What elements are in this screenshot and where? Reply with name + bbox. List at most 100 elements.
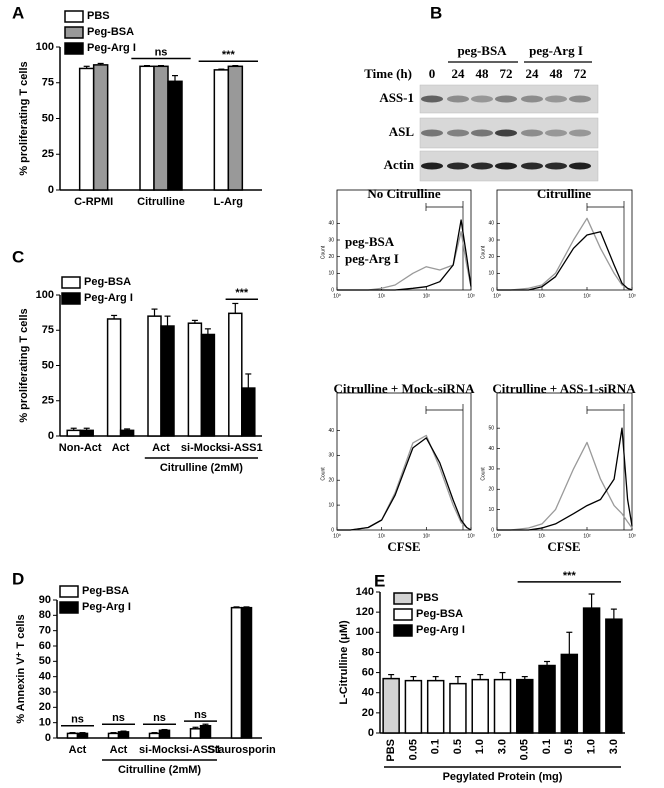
bar [199,724,212,739]
blot-band [471,129,493,137]
legend-swatch [393,608,413,621]
y-tick-label: 80 [39,609,51,621]
histogram-line [337,437,472,531]
bar [76,732,89,739]
x-tick-label: PBS [385,739,397,762]
gate-marker [586,201,625,290]
histogram-line [497,441,633,531]
y-tick-label: 0 [48,430,54,442]
y-tick-label: 40 [328,428,334,434]
x-tick-label: 0.05 [407,739,419,760]
y-tick-label: 50 [42,112,54,124]
bar [240,606,253,739]
histogram-line [337,219,472,291]
chart-title: No Citrulline [367,186,441,201]
blot-band [447,129,469,137]
legend-swatch [64,26,84,39]
lane-label: 48 [476,66,490,81]
y-axis-label: Count [320,245,326,259]
blot-band [495,162,517,170]
bar [153,65,169,191]
annotation: ns [112,712,125,724]
legend-label: PBS [87,10,110,22]
x-axis-label: Pegylated Protein (mg) [443,771,563,783]
legend-label: Peg-BSA [82,585,129,597]
x-tick-label: si-Mock [139,744,181,756]
y-tick-label: 20 [488,487,494,493]
histogram-line [497,217,633,291]
lane-label: 48 [550,66,564,81]
x-tick-label: 10⁰ [333,293,341,299]
x-tick-label: 1.0 [585,739,597,754]
bar [471,678,489,734]
blot-band [521,129,543,137]
x-tick-label: 0.5 [452,739,464,754]
x-tick-label: L-Arg [214,196,243,208]
x-tick-label: C-RPMI [74,196,113,208]
bar [449,682,467,734]
bar [404,679,423,734]
x-tick-label: 10³ [467,533,475,539]
x-tick-label: Act [152,442,170,454]
histogram-line [497,231,633,291]
bar [167,80,183,191]
x-tick-label: 3.0 [608,739,620,754]
x-tick-label: 10¹ [538,293,546,299]
y-tick-label: 50 [39,655,51,667]
bar [426,679,445,734]
bar [66,732,79,739]
y-tick-label: 0 [491,527,494,533]
y-tick-label: 50 [488,426,494,432]
annotation: ns [71,714,84,726]
x-tick-label: si-ASS1 [180,744,222,756]
blot-band [421,162,443,170]
bar [582,607,601,734]
group-label: peg-BSA [457,43,507,58]
legend-swatch [61,276,81,289]
y-tick-label: 10 [488,507,494,513]
group-label: peg-Arg I [529,43,583,58]
legend-label: Peg-Arg I [84,292,133,304]
y-tick-label: 0 [48,184,54,196]
bar [213,69,230,191]
x-tick-label: Act [112,442,130,454]
annotation: ns [194,709,207,721]
lane-label: 72 [500,66,513,81]
blot-band [495,129,517,137]
bar [148,732,161,739]
x-tick-label: 10⁰ [493,533,501,539]
x-tick-label: 10³ [467,293,475,299]
y-tick-label: 25 [42,148,54,160]
annotation: *** [563,570,577,582]
legend-label: Peg-Arg I [416,624,465,636]
bar [230,606,243,739]
bar [605,618,623,734]
legend-label: peg-BSA [345,234,395,249]
bar [228,312,243,437]
y-tick-label: 40 [362,687,374,699]
blot-band [569,95,591,103]
lane-label: 0 [429,66,436,81]
y-tick-label: 0 [331,527,334,533]
x-tick-label: 3.0 [496,739,508,754]
bar [139,65,155,191]
bar [66,429,81,437]
annotation: ns [155,46,168,58]
y-tick-label: 40 [488,446,494,452]
blot-band [521,162,543,170]
panel-label: B [430,3,442,22]
legend-swatch [59,601,79,614]
legend-label: peg-Arg I [345,251,399,266]
x-tick-label: 0.1 [430,739,442,754]
histogram-line [337,434,472,531]
legend-swatch [393,592,413,605]
y-tick-label: 0 [331,287,334,293]
y-tick-label: 40 [328,221,334,227]
bar [189,728,202,739]
x-tick-label: 0.5 [563,739,575,754]
x-tick-label: 10¹ [378,293,386,299]
bar [78,67,95,191]
blot-band [545,129,567,137]
legend-swatch [64,10,84,23]
blot-band [545,95,567,103]
